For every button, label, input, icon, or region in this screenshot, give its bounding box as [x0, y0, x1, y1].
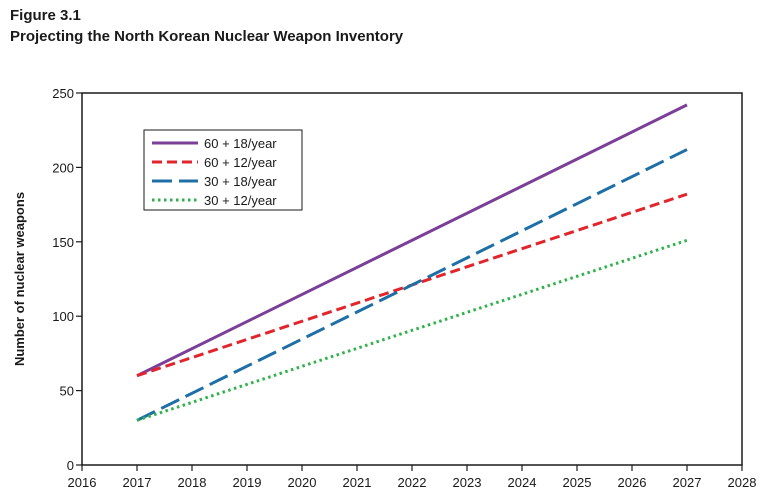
- series-line-1: [136, 103, 688, 378]
- x-tick-label: 2018: [178, 475, 207, 490]
- y-tick-label: 100: [52, 309, 74, 324]
- y-tick-label: 250: [52, 86, 74, 101]
- y-axis-label: Number of nuclear weapons: [12, 192, 27, 366]
- x-tick-label: 2017: [123, 475, 152, 490]
- y-tick-label: 150: [52, 235, 74, 250]
- x-axis: 2016 2017 2018 2019 2020 2021 2022 2023 2024 2025…: [68, 465, 757, 490]
- figure-header: Figure 3.1 Projecting the North Korean N…: [10, 5, 403, 47]
- y-tick-label: 0: [67, 458, 74, 473]
- x-tick-label: 2019: [233, 475, 262, 490]
- legend: 60 + 18/year 60 + 12/year 30 + 18/year 30 +…: [143, 129, 303, 211]
- x-tick-label: 2025: [563, 475, 592, 490]
- x-tick-label: 2028: [728, 475, 757, 490]
- series-line-4: [136, 238, 688, 422]
- legend-label-2: 60 + 12/year: [204, 155, 277, 170]
- y-axis: 0 50 100 150 200 250: [52, 86, 82, 473]
- figure-label: Figure 3.1: [10, 7, 81, 24]
- legend-label-3: 30 + 18/year: [204, 174, 277, 189]
- series-lines: [136, 103, 688, 422]
- legend-label-4: 30 + 12/year: [204, 193, 277, 208]
- x-tick-label: 2020: [288, 475, 317, 490]
- x-tick-label: 2016: [68, 475, 97, 490]
- x-tick-label: 2022: [398, 475, 427, 490]
- legend-label-1: 60 + 18/year: [204, 136, 277, 151]
- x-tick-label: 2023: [453, 475, 482, 490]
- series-line-3: [136, 148, 688, 422]
- x-tick-label: 2026: [618, 475, 647, 490]
- x-tick-label: 2024: [508, 475, 537, 490]
- y-tick-label: 200: [52, 160, 74, 175]
- figure-title: Projecting the North Korean Nuclear Weap…: [10, 28, 404, 45]
- x-tick-label: 2021: [343, 475, 372, 490]
- x-tick-label: 2027: [673, 475, 702, 490]
- y-tick-label: 50: [60, 384, 74, 399]
